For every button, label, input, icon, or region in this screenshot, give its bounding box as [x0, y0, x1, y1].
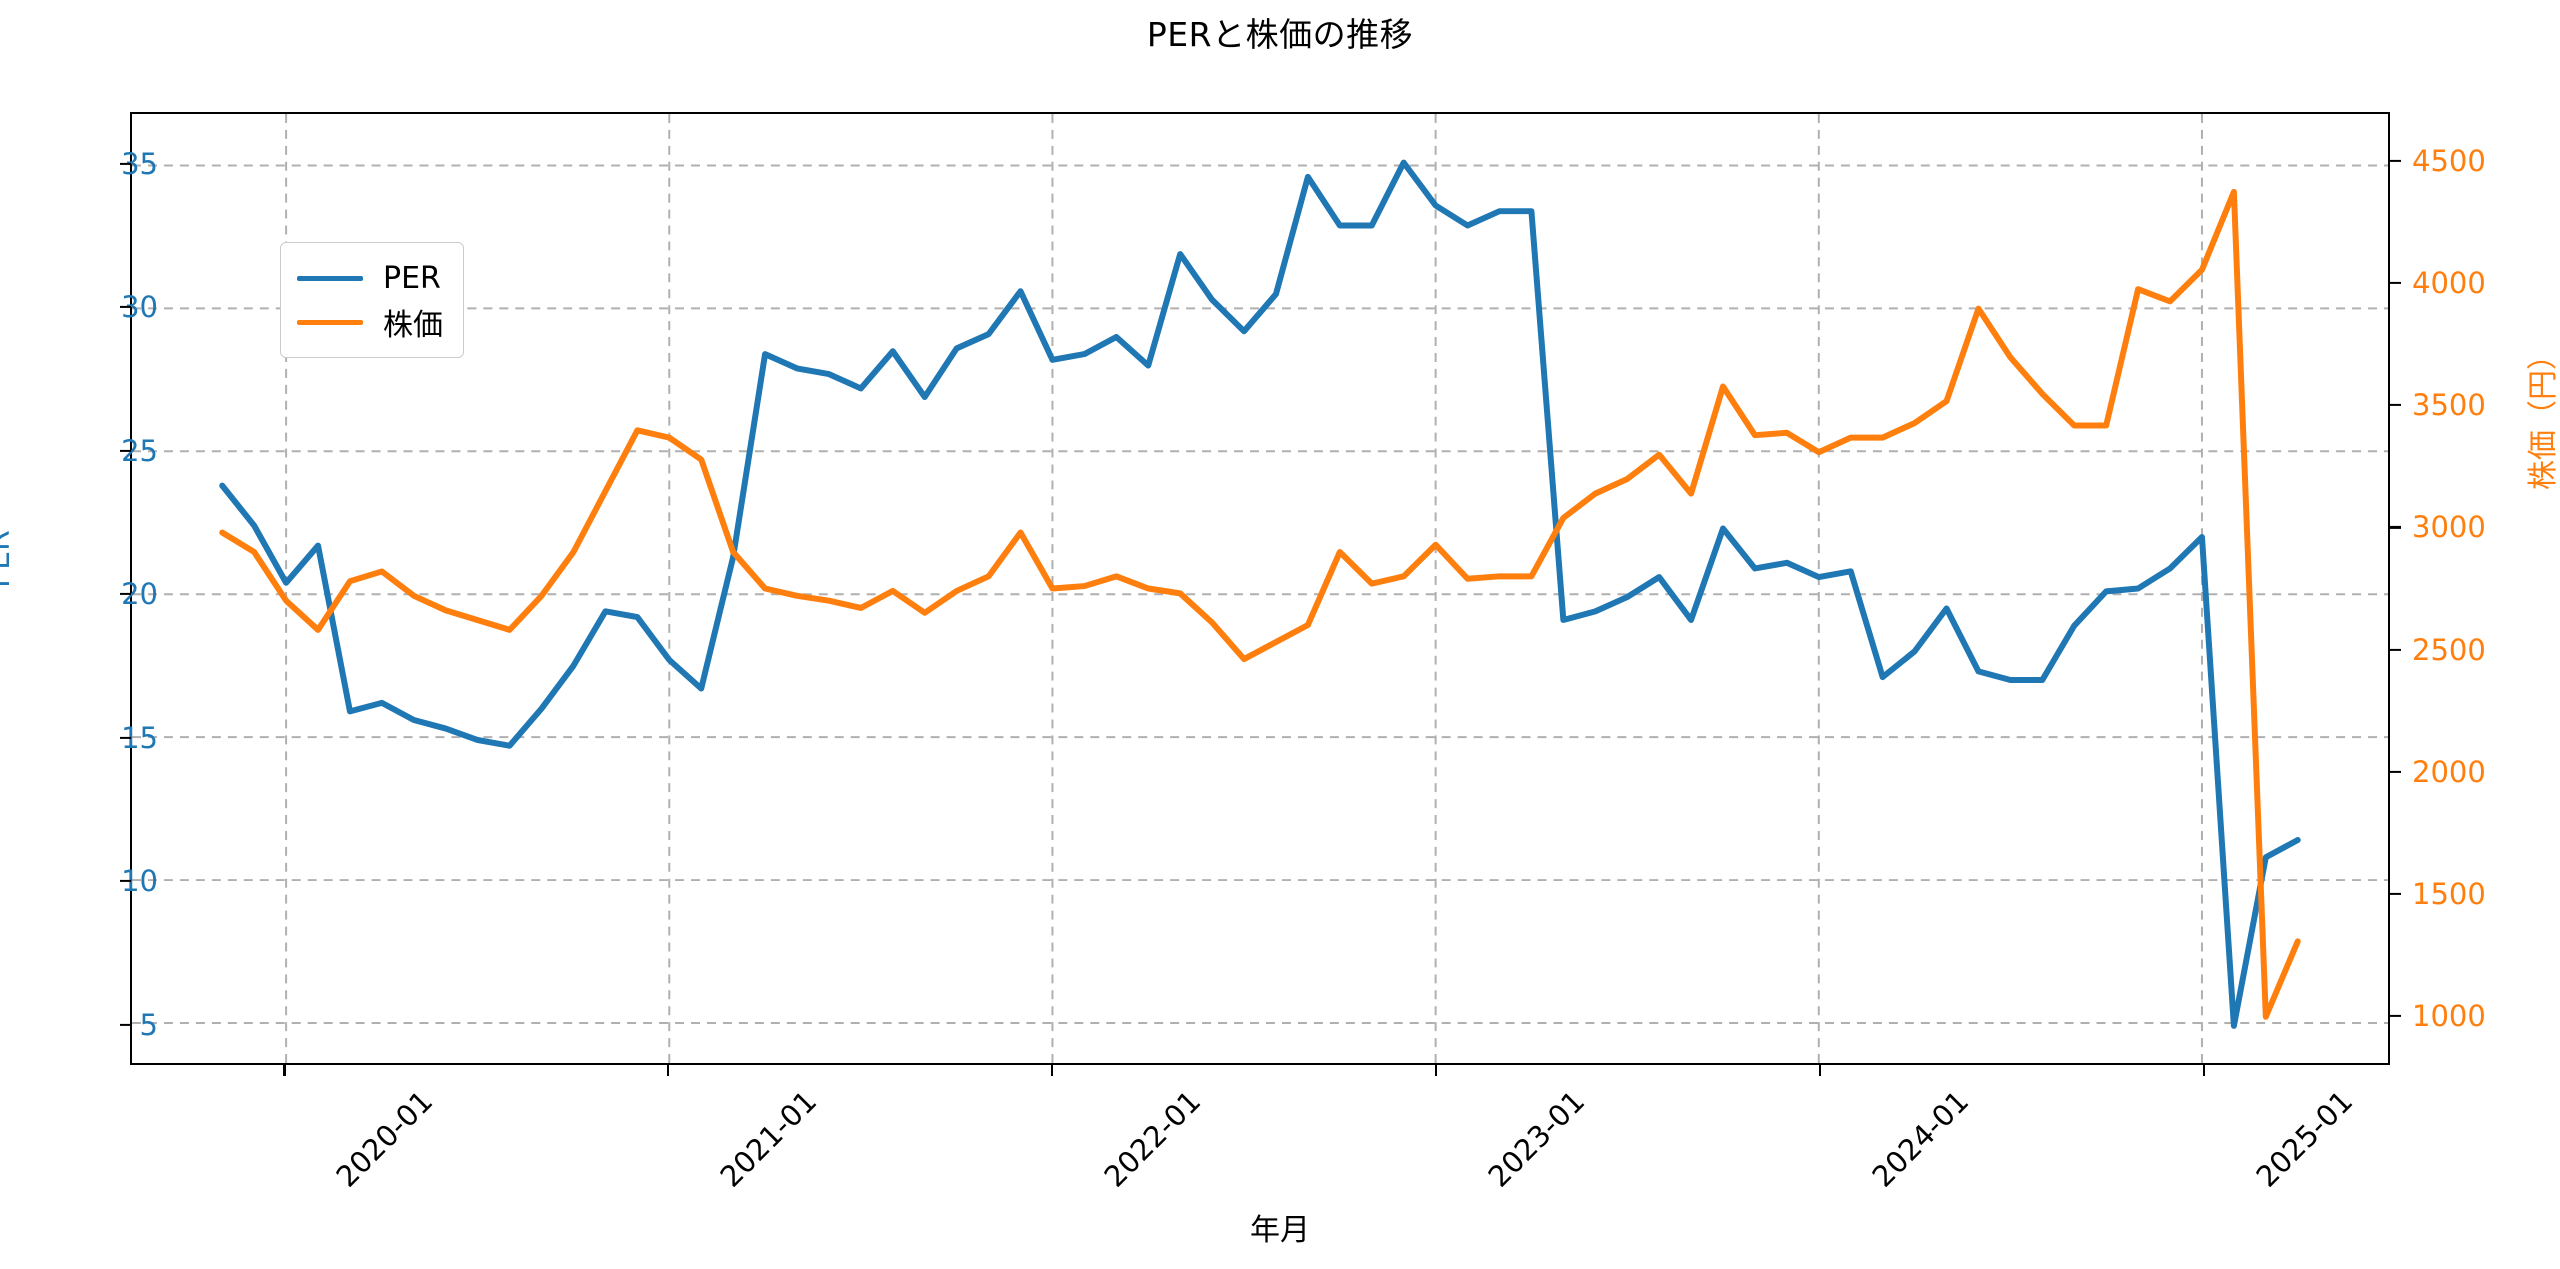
y-axis-left-tick-mark	[120, 162, 131, 165]
y-axis-right-tick-label: 4500	[2412, 143, 2486, 178]
x-axis-tick-label: 2020-01	[329, 1084, 440, 1194]
y-axis-left-tick-label: 5	[139, 1007, 158, 1042]
chart-title: PERと株価の推移	[1146, 15, 1414, 54]
y-axis-left-title: PER	[0, 530, 17, 588]
y-axis-right-tick-mark	[2390, 892, 2401, 896]
y-axis-right-tick-label: 1000	[2412, 999, 2486, 1034]
legend-item-kabuka: 株価	[297, 300, 443, 344]
y-axis-left-tick-mark	[120, 306, 131, 309]
x-gridlines	[285, 114, 2203, 1063]
y-axis-right-tick-label: 2000	[2412, 754, 2486, 789]
plot-canvas	[132, 114, 2388, 1063]
legend-item-per: PER	[297, 256, 443, 300]
x-axis-tick-mark	[667, 1065, 670, 1076]
y-axis-right-tick-label: 3500	[2412, 388, 2486, 423]
x-axis-tick-label: 2022-01	[1097, 1084, 1208, 1194]
y-axis-right-tick-label: 4000	[2412, 266, 2486, 301]
y-axis-right-tick-label: 1500	[2412, 876, 2486, 911]
x-axis-tick-label: 2025-01	[2249, 1084, 2359, 1194]
y-axis-left-tick-mark	[120, 880, 131, 883]
x-axis-tick-mark	[1818, 1065, 1821, 1076]
legend-label-kabuka: 株価	[383, 308, 443, 343]
x-axis-tick-label: 2023-01	[1481, 1084, 1592, 1194]
y-axis-left-tick-mark	[120, 1023, 131, 1026]
y-axis-left-tick-mark	[120, 449, 131, 452]
plot-area: PER 株価	[130, 112, 2390, 1065]
x-axis-tick-mark	[1434, 1065, 1438, 1076]
y-axis-right-tick-mark	[2390, 1015, 2401, 1018]
y-axis-left-tick-mark	[120, 593, 131, 596]
legend-label-per: PER	[383, 260, 441, 296]
x-axis-tick-label: 2024-01	[1865, 1084, 1975, 1194]
y-axis-right-tick-label: 2500	[2412, 632, 2486, 667]
series-lines	[219, 159, 2301, 1029]
y-axis-right-tick-mark	[2390, 281, 2401, 285]
y-axis-right-tick-label: 3000	[2412, 510, 2486, 545]
y-axis-right-tick-mark	[2390, 648, 2401, 651]
y-axis-right-title: 株価（円）	[2526, 340, 2560, 490]
y-axis-right-tick-mark	[2390, 404, 2401, 407]
legend-swatch-kabuka	[297, 319, 363, 325]
x-axis-tick-mark	[1051, 1065, 1054, 1076]
y-gridlines	[132, 164, 2388, 1024]
x-axis-tick-mark	[2202, 1065, 2205, 1076]
chart-legend: PER 株価	[280, 242, 464, 358]
x-axis-tick-mark	[283, 1065, 286, 1076]
y-axis-right-tick-mark	[2390, 770, 2401, 773]
y-axis-right-tick-mark	[2390, 159, 2401, 162]
legend-swatch-per	[297, 275, 363, 281]
x-axis-title: 年月	[1250, 1213, 1310, 1248]
y-axis-right-tick-mark	[2390, 526, 2401, 529]
series-line-株価	[219, 188, 2301, 1020]
series-line-PER	[219, 159, 2301, 1029]
x-axis-tick-label: 2021-01	[713, 1084, 824, 1194]
y-axis-left-tick-mark	[120, 736, 131, 739]
